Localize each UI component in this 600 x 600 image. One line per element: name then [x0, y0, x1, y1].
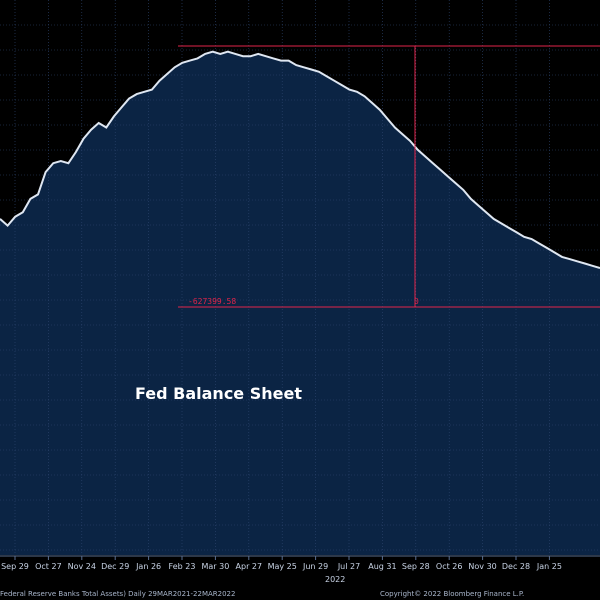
footer-copyright: Copyright© 2022 Bloomberg Finance L.P.: [380, 590, 524, 598]
chart-title: Fed Balance Sheet: [135, 384, 302, 403]
x-tick-label: Oct 27: [35, 562, 62, 571]
annotation-zero-label: 0: [414, 297, 419, 306]
x-tick-label: Jan 26: [135, 562, 161, 571]
x-tick-label: Nov 24: [68, 562, 96, 571]
x-tick-label: Apr 27: [236, 562, 263, 571]
year-label: 2022: [325, 575, 345, 584]
x-tick-label: Dec 29: [101, 562, 129, 571]
x-tick-label: Sep 29: [1, 562, 29, 571]
x-tick-label: Jan 25: [536, 562, 562, 571]
x-tick-label: Dec 28: [502, 562, 530, 571]
x-tick-label: Aug 31: [368, 562, 396, 571]
x-tick-label: Sep 28: [402, 562, 430, 571]
balance-sheet-line: [0, 50, 600, 269]
balance-sheet-area: [0, 51, 600, 555]
footer-source: Federal Reserve Banks Total Assets) Dail…: [0, 590, 235, 598]
x-tick-label: Mar 30: [201, 562, 229, 571]
x-tick-label: Nov 30: [468, 562, 496, 571]
x-tick-label: Jun 29: [302, 562, 328, 571]
x-tick-label: Oct 26: [436, 562, 463, 571]
annotation-value-label: -627399.58: [188, 297, 236, 306]
x-tick-label: May 25: [268, 562, 297, 571]
x-tick-label: Feb 23: [169, 562, 196, 571]
x-tick-label: Jul 27: [337, 562, 360, 571]
